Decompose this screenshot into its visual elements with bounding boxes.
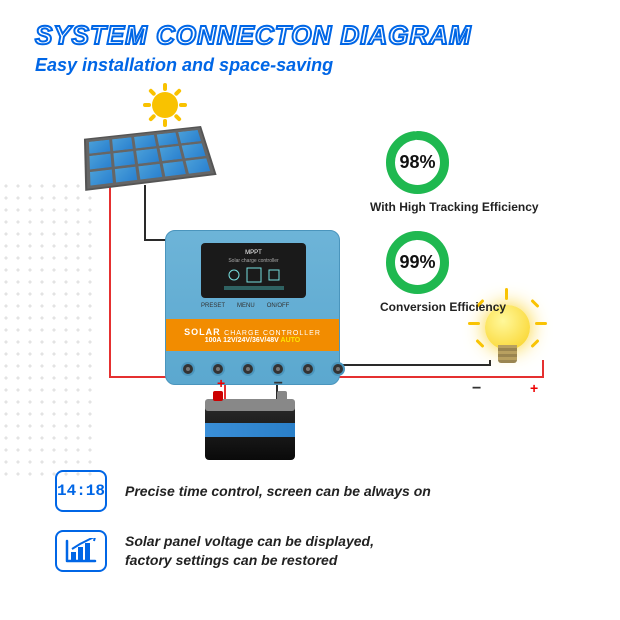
feature-voltage-display: Solar panel voltage can be displayed, fa… [55, 530, 374, 572]
bulb-minus-sign: − [472, 380, 481, 398]
feature-voltage-text: Solar panel voltage can be displayed, fa… [125, 532, 374, 570]
efficiency-ring-conversion: 99% [385, 230, 450, 295]
charge-controller: MPPT Solar charge controller PRESET MENU… [165, 230, 340, 385]
battery-plus-sign: + [217, 375, 225, 391]
clock-icon: 14:18 [55, 470, 107, 512]
efficiency-ring-tracking: 98% [385, 130, 450, 195]
bulb-plus-sign: + [530, 380, 538, 396]
controller-mppt-label: MPPT [245, 250, 262, 256]
ring-label-conversion: Conversion Efficiency [380, 300, 506, 314]
chart-icon [55, 530, 107, 572]
battery-minus-sign: − [274, 375, 283, 393]
controller-label-band: SOLAR CHARGE CONTROLLER 100A 12V/24V/36V… [166, 319, 339, 351]
feature-time-control: 14:18 Precise time control, screen can b… [55, 470, 431, 512]
feature-time-text: Precise time control, screen can be alwa… [125, 482, 431, 501]
battery: + − [205, 405, 295, 460]
ring-label-tracking: With High Tracking Efficiency [370, 200, 539, 214]
system-diagram: MPPT Solar charge controller PRESET MENU… [30, 85, 590, 445]
subtitle: Easy installation and space-saving [35, 55, 333, 76]
controller-buttons: PRESET MENU ON/OFF [201, 303, 289, 309]
controller-terminals [181, 362, 345, 376]
controller-display-icon [219, 264, 289, 292]
controller-screen: MPPT Solar charge controller [201, 243, 306, 298]
sun-icon [145, 85, 185, 125]
main-title: SYSTEM CONNECTON DIAGRAM [35, 20, 472, 51]
